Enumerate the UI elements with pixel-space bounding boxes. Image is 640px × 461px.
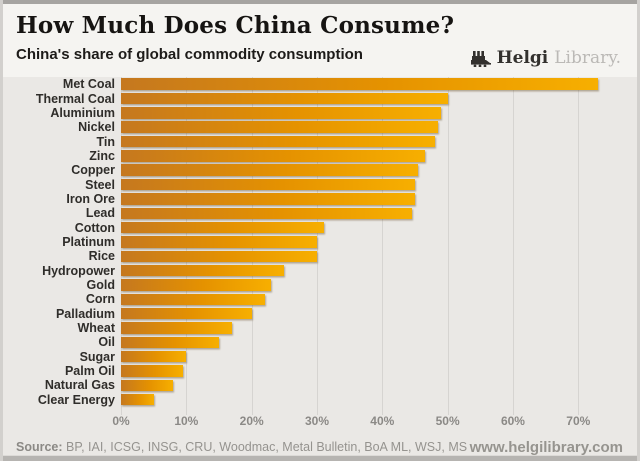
gridline-70% <box>578 77 580 415</box>
category-label: Corn <box>85 292 115 307</box>
x-tick-label: 0% <box>112 414 130 428</box>
category-label: Rice <box>88 249 115 264</box>
website-url: www.helgilibrary.com <box>469 438 623 456</box>
bar <box>121 207 412 220</box>
bar-row: Wheat <box>3 321 637 335</box>
category-label: Wheat <box>77 321 116 336</box>
category-label: Tin <box>96 134 115 149</box>
source-list: BP, IAI, ICSG, INSG, CRU, Woodmac, Metal… <box>62 440 468 454</box>
category-label: Platinum <box>62 234 115 249</box>
bar-row: Platinum <box>3 235 637 249</box>
bar <box>121 264 285 277</box>
x-tick-label: 50% <box>435 414 460 428</box>
chart-header: How Much Does China Consume? China's sha… <box>3 4 637 77</box>
chart-subtitle: China's share of global commodity consum… <box>16 46 363 63</box>
logo-text-helgi: Helgi <box>496 48 549 68</box>
bar-row: Hydropower <box>3 263 637 278</box>
bar <box>121 365 184 377</box>
bottom-border-strip <box>3 455 637 461</box>
bar <box>121 221 324 234</box>
bar-row: Cotton <box>3 220 637 235</box>
bar <box>121 379 174 392</box>
category-label: Lead <box>85 206 115 221</box>
bar <box>121 322 233 334</box>
bar-row: Sugar <box>3 350 637 364</box>
bar-row: Rice <box>3 249 637 263</box>
bar-row: Corn <box>3 292 637 306</box>
category-label: Gold <box>86 277 115 292</box>
bar-row: Natural Gas <box>3 378 637 392</box>
x-tick-label: 40% <box>370 414 395 428</box>
bar <box>121 135 435 148</box>
bar <box>121 293 265 306</box>
category-label: Aluminium <box>50 105 115 120</box>
x-tick-label: 30% <box>304 414 329 428</box>
bar-row: Palladium <box>3 307 637 321</box>
bar-chart-plot: Met Coal Thermal Coal Aluminium Nickel Tin Zi… <box>3 77 637 415</box>
bar <box>121 107 442 119</box>
bar-row: Gold <box>3 278 637 292</box>
bar <box>121 150 425 162</box>
bar-row: Clear Energy <box>3 393 637 407</box>
x-tick-label: 10% <box>174 414 199 428</box>
bar-row: Copper <box>3 163 637 177</box>
x-tick-label: 20% <box>239 414 264 428</box>
bar <box>121 78 598 90</box>
castle-icon <box>470 50 492 67</box>
category-label: Palladium <box>55 306 115 321</box>
bar-row: Tin <box>3 134 637 149</box>
bar-row: Thermal Coal <box>3 91 637 106</box>
category-label: Copper <box>71 163 115 178</box>
x-tick-label: 70% <box>566 414 591 428</box>
bar-row: Met Coal <box>3 77 637 91</box>
bar <box>121 393 154 406</box>
category-label: Clear Energy <box>37 392 115 407</box>
category-label: Natural Gas <box>44 378 115 393</box>
bar-row: Steel <box>3 177 637 192</box>
bar <box>121 250 317 263</box>
bar <box>121 178 415 191</box>
source-text: Source: BP, IAI, ICSG, INSG, CRU, Woodma… <box>16 440 467 454</box>
category-label: Thermal Coal <box>35 91 115 106</box>
bar <box>121 193 415 205</box>
bar <box>121 92 448 105</box>
logo-text-library: Library. <box>554 48 621 68</box>
bar <box>121 279 272 291</box>
bar-row: Nickel <box>3 120 637 134</box>
bar <box>121 350 187 363</box>
x-tick-label: 60% <box>500 414 525 428</box>
bar-row: Aluminium <box>3 106 637 120</box>
gridline-50% <box>447 77 449 415</box>
category-label: Steel <box>85 177 115 192</box>
bar <box>121 236 317 248</box>
bar <box>121 336 219 349</box>
helgi-library-logo: Helgi Library. <box>470 48 621 68</box>
category-label: Zinc <box>89 148 115 163</box>
bar-row: Lead <box>3 206 637 220</box>
bar-row: Palm Oil <box>3 364 637 378</box>
category-label: Cotton <box>74 220 115 235</box>
category-label: Hydropower <box>42 263 115 278</box>
category-label: Met Coal <box>62 77 115 92</box>
bar-row: Zinc <box>3 149 637 163</box>
source-label: Source: <box>16 440 63 454</box>
bar <box>121 307 252 320</box>
category-label: Nickel <box>78 120 115 135</box>
bar <box>121 164 419 176</box>
gridline-60% <box>512 77 514 415</box>
category-label: Sugar <box>79 349 115 364</box>
category-label: Palm Oil <box>64 364 115 379</box>
top-border-strip <box>3 0 637 4</box>
chart-footer: Source: BP, IAI, ICSG, INSG, CRU, Woodma… <box>3 431 637 459</box>
category-label: Iron Ore <box>66 191 115 206</box>
category-label: Oil <box>98 335 115 350</box>
chart-title: How Much Does China Consume? <box>16 12 455 39</box>
gridline-30% <box>316 77 318 415</box>
bar-row: Iron Ore <box>3 192 637 206</box>
bar-row: Oil <box>3 335 637 349</box>
gridline-40% <box>382 77 384 415</box>
bar <box>121 121 438 133</box>
x-axis: 0% 10% 20% 30% 40% 50% 60% 70% <box>3 407 637 431</box>
